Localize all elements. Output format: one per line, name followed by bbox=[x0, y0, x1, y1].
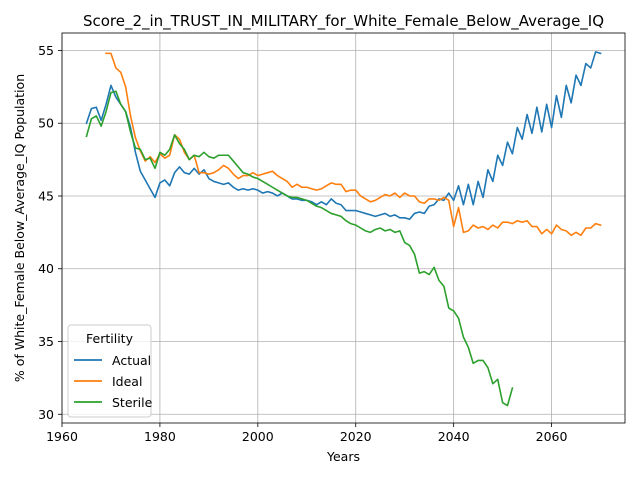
chart-title: Score_2_in_TRUST_IN_MILITARY_for_White_F… bbox=[83, 12, 604, 31]
y-tick-label: 35 bbox=[38, 334, 54, 349]
x-tick-label: 2020 bbox=[340, 429, 372, 444]
legend: Fertility Actual Ideal Sterile bbox=[67, 324, 153, 418]
plot-frame bbox=[61, 32, 626, 424]
legend-title: Fertility bbox=[86, 331, 134, 346]
legend-label-sterile: Sterile bbox=[112, 395, 153, 410]
series-lines bbox=[85, 51, 602, 407]
y-tick-label: 55 bbox=[38, 43, 54, 58]
y-axis-label: % of White_Female Below_Average_IQ Popul… bbox=[12, 74, 27, 382]
y-tick-label: 40 bbox=[38, 261, 54, 276]
series-line-actual bbox=[85, 51, 602, 221]
x-tick-label: 2060 bbox=[536, 429, 568, 444]
legend-items: Actual Ideal Sterile bbox=[74, 353, 153, 410]
legend-label-ideal: Ideal bbox=[112, 374, 142, 389]
x-axis-ticks: 1960 1980 2000 2020 2040 2060 bbox=[46, 423, 568, 444]
legend-box bbox=[67, 324, 152, 418]
y-tick-label: 45 bbox=[38, 188, 54, 203]
x-tick-label: 2000 bbox=[242, 429, 274, 444]
x-axis-label: Years bbox=[326, 449, 360, 464]
series-line-sterile bbox=[85, 90, 514, 407]
y-tick-label: 30 bbox=[38, 407, 54, 422]
x-tick-label: 1960 bbox=[46, 429, 78, 444]
x-tick-label: 2040 bbox=[438, 429, 470, 444]
y-tick-label: 50 bbox=[38, 116, 54, 131]
legend-label-actual: Actual bbox=[112, 353, 151, 368]
grid bbox=[61, 33, 625, 423]
y-axis-ticks: 30 35 40 45 50 55 bbox=[38, 43, 62, 422]
x-tick-label: 1980 bbox=[144, 429, 176, 444]
